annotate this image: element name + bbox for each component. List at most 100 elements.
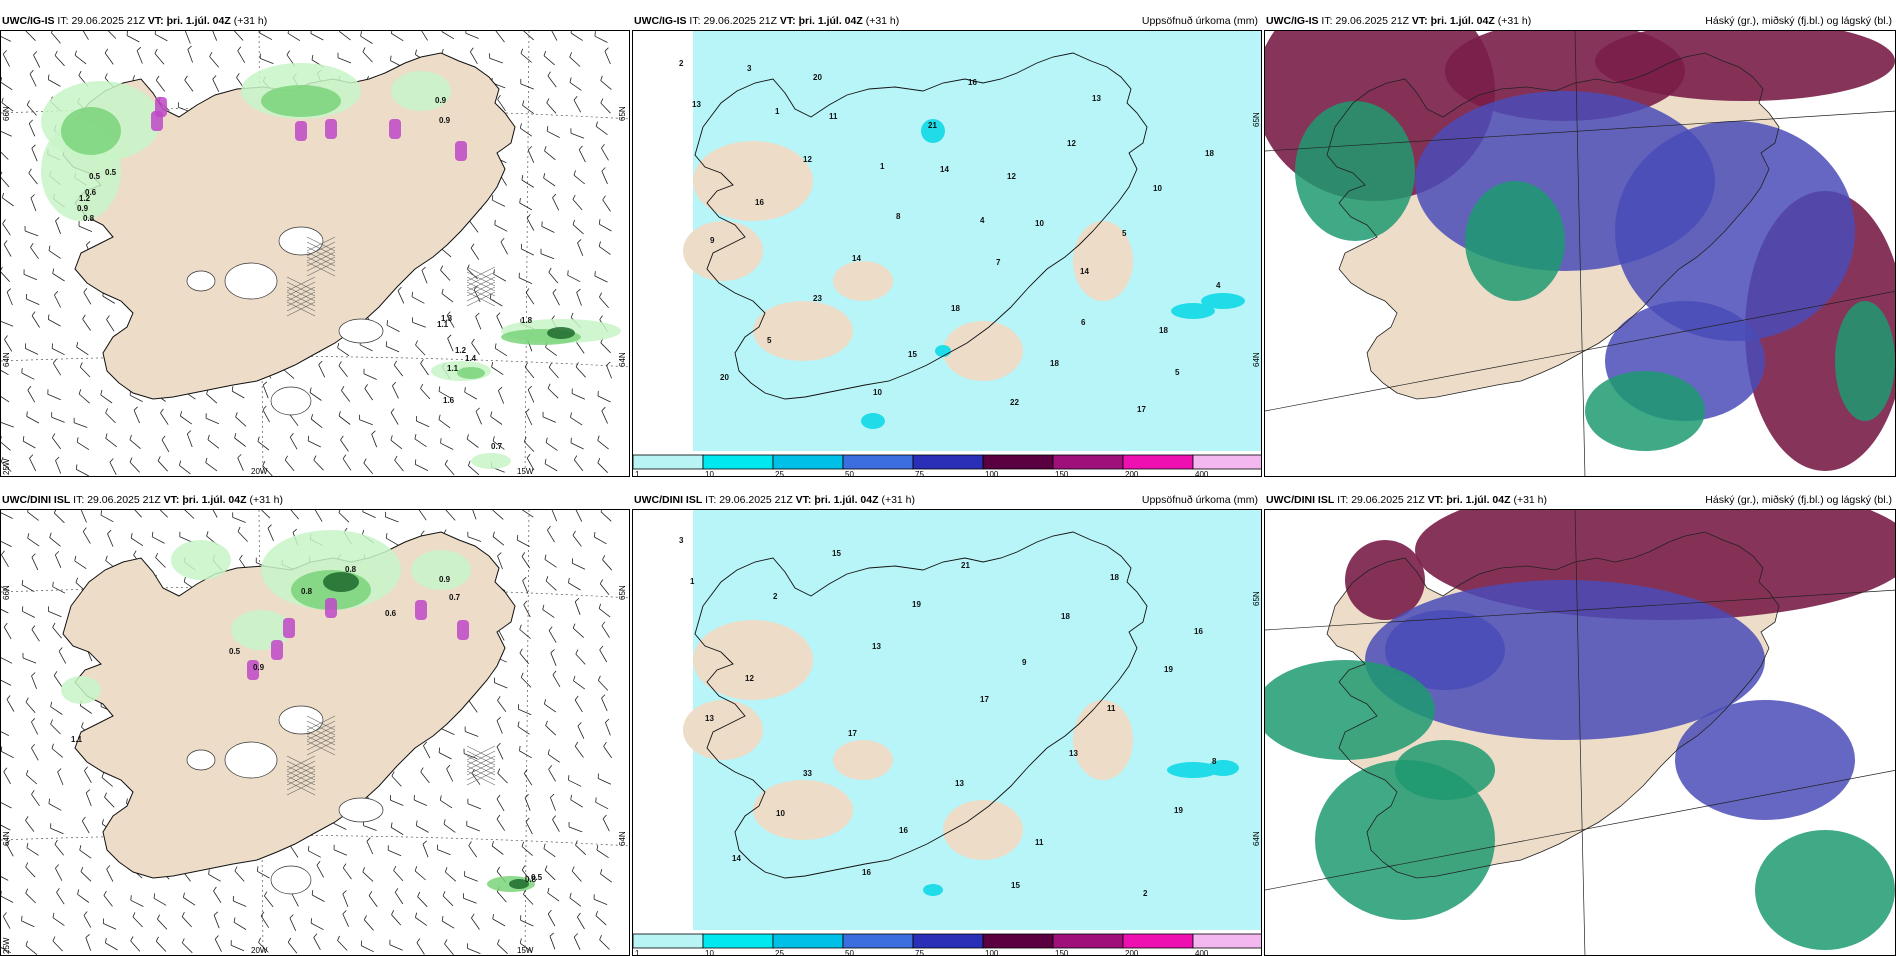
value-label: 0.8	[301, 587, 313, 596]
value-label: 3	[679, 536, 684, 545]
wind-barb-feather	[86, 934, 90, 937]
wind-barb	[1, 176, 9, 187]
wind-barb	[600, 584, 609, 595]
high-cloud	[1345, 540, 1425, 620]
wind-barb-feather	[288, 31, 289, 33]
wind-barb	[570, 82, 581, 90]
wind-barb-feather	[82, 817, 85, 821]
wind-barb	[573, 199, 582, 210]
wind-barb	[575, 602, 580, 615]
wind-barb	[54, 295, 60, 308]
value-label: 15	[1011, 881, 1020, 890]
wind-barb	[26, 893, 36, 903]
wind-barb-feather	[415, 434, 416, 439]
wind-barb	[422, 270, 427, 283]
panel-header: UWC/IG-IS IT: 29.06.2025 21Z VT: þri. 1.…	[2, 14, 267, 28]
wind-barb-feather	[5, 336, 8, 340]
wind-barb-feather	[492, 195, 493, 200]
wind-barb	[23, 441, 35, 448]
wind-barb	[522, 847, 533, 856]
wind-barb-feather	[545, 459, 546, 464]
value-label: 1	[690, 577, 695, 586]
wind-barb	[391, 413, 398, 425]
wind-barb	[446, 510, 455, 520]
wind-barb-feather	[86, 790, 90, 793]
wind-barb	[1, 657, 12, 663]
dry-area	[683, 221, 763, 281]
wind-barb-feather	[319, 361, 323, 365]
wind-barb	[233, 517, 246, 522]
precip-zone	[171, 540, 231, 580]
wind-barb-feather	[4, 241, 7, 245]
wind-barb	[471, 248, 479, 260]
value-label: 18	[1110, 573, 1119, 582]
wind-barb-feather	[77, 437, 78, 442]
wind-barb-feather	[423, 841, 427, 844]
wind-barb-feather	[364, 459, 367, 463]
wind-barb-feather	[547, 526, 550, 530]
colorbar-cell	[1193, 455, 1262, 469]
wind-barb	[1, 729, 9, 735]
map-area[interactable]	[1264, 30, 1896, 477]
wind-barb	[573, 535, 582, 546]
wind-barb	[127, 36, 139, 43]
wind-barb-feather	[545, 866, 547, 871]
wind-barb-feather	[156, 76, 159, 80]
wind-barb	[182, 917, 192, 927]
wind-barb	[605, 51, 611, 64]
wind-barb	[522, 557, 530, 569]
wind-barb	[155, 34, 167, 41]
precip-zone	[471, 453, 511, 469]
wind-barb-feather	[3, 913, 6, 917]
value-label: 20	[720, 373, 729, 382]
wind-barb	[467, 269, 477, 279]
wind-barb-feather	[367, 838, 370, 842]
wind-barb-feather	[493, 532, 495, 537]
wind-barb-feather	[548, 72, 551, 76]
convective-cell	[389, 119, 401, 139]
wind-barb	[572, 394, 585, 400]
wind-barb	[490, 299, 502, 306]
wind-barb	[133, 917, 143, 927]
wind-barb	[5, 340, 12, 352]
wind-barb	[521, 54, 532, 63]
wind-barb-feather	[287, 51, 290, 55]
wind-barb-feather	[102, 819, 103, 824]
wind-barb-feather	[579, 146, 582, 150]
value-label: 1.8	[521, 316, 533, 325]
wind-barb	[131, 538, 143, 546]
wind-barb	[75, 55, 86, 64]
wind-barb	[494, 274, 506, 281]
wind-barb	[548, 76, 556, 87]
wind-barb	[106, 31, 116, 39]
value-label: 0.6	[385, 609, 397, 618]
map-area[interactable]	[1264, 509, 1896, 956]
dry-area	[693, 141, 813, 221]
wind-barb	[319, 365, 325, 378]
wind-barb	[232, 391, 244, 398]
wind-barb-feather	[392, 910, 394, 915]
wind-barb-feather	[84, 912, 87, 916]
wind-barb-feather	[4, 623, 7, 627]
convective-cell	[295, 121, 307, 141]
wind-barb-feather	[421, 531, 424, 535]
wind-barb	[1, 679, 11, 685]
wind-barb	[448, 338, 454, 351]
wind-barb-feather	[549, 627, 552, 631]
wind-barb	[53, 363, 60, 375]
low-cloud	[1295, 101, 1415, 241]
value-label: 16	[755, 198, 764, 207]
wind-barb-feather	[188, 46, 192, 49]
colorbar-cell	[1123, 934, 1193, 948]
wind-barb	[369, 896, 377, 907]
wind-barb	[53, 627, 62, 638]
axis-label: 66N	[2, 106, 11, 121]
wind-barb-feather	[105, 74, 107, 79]
wind-barb	[32, 316, 40, 328]
wind-barb	[470, 221, 478, 232]
wind-barb	[1, 271, 10, 281]
